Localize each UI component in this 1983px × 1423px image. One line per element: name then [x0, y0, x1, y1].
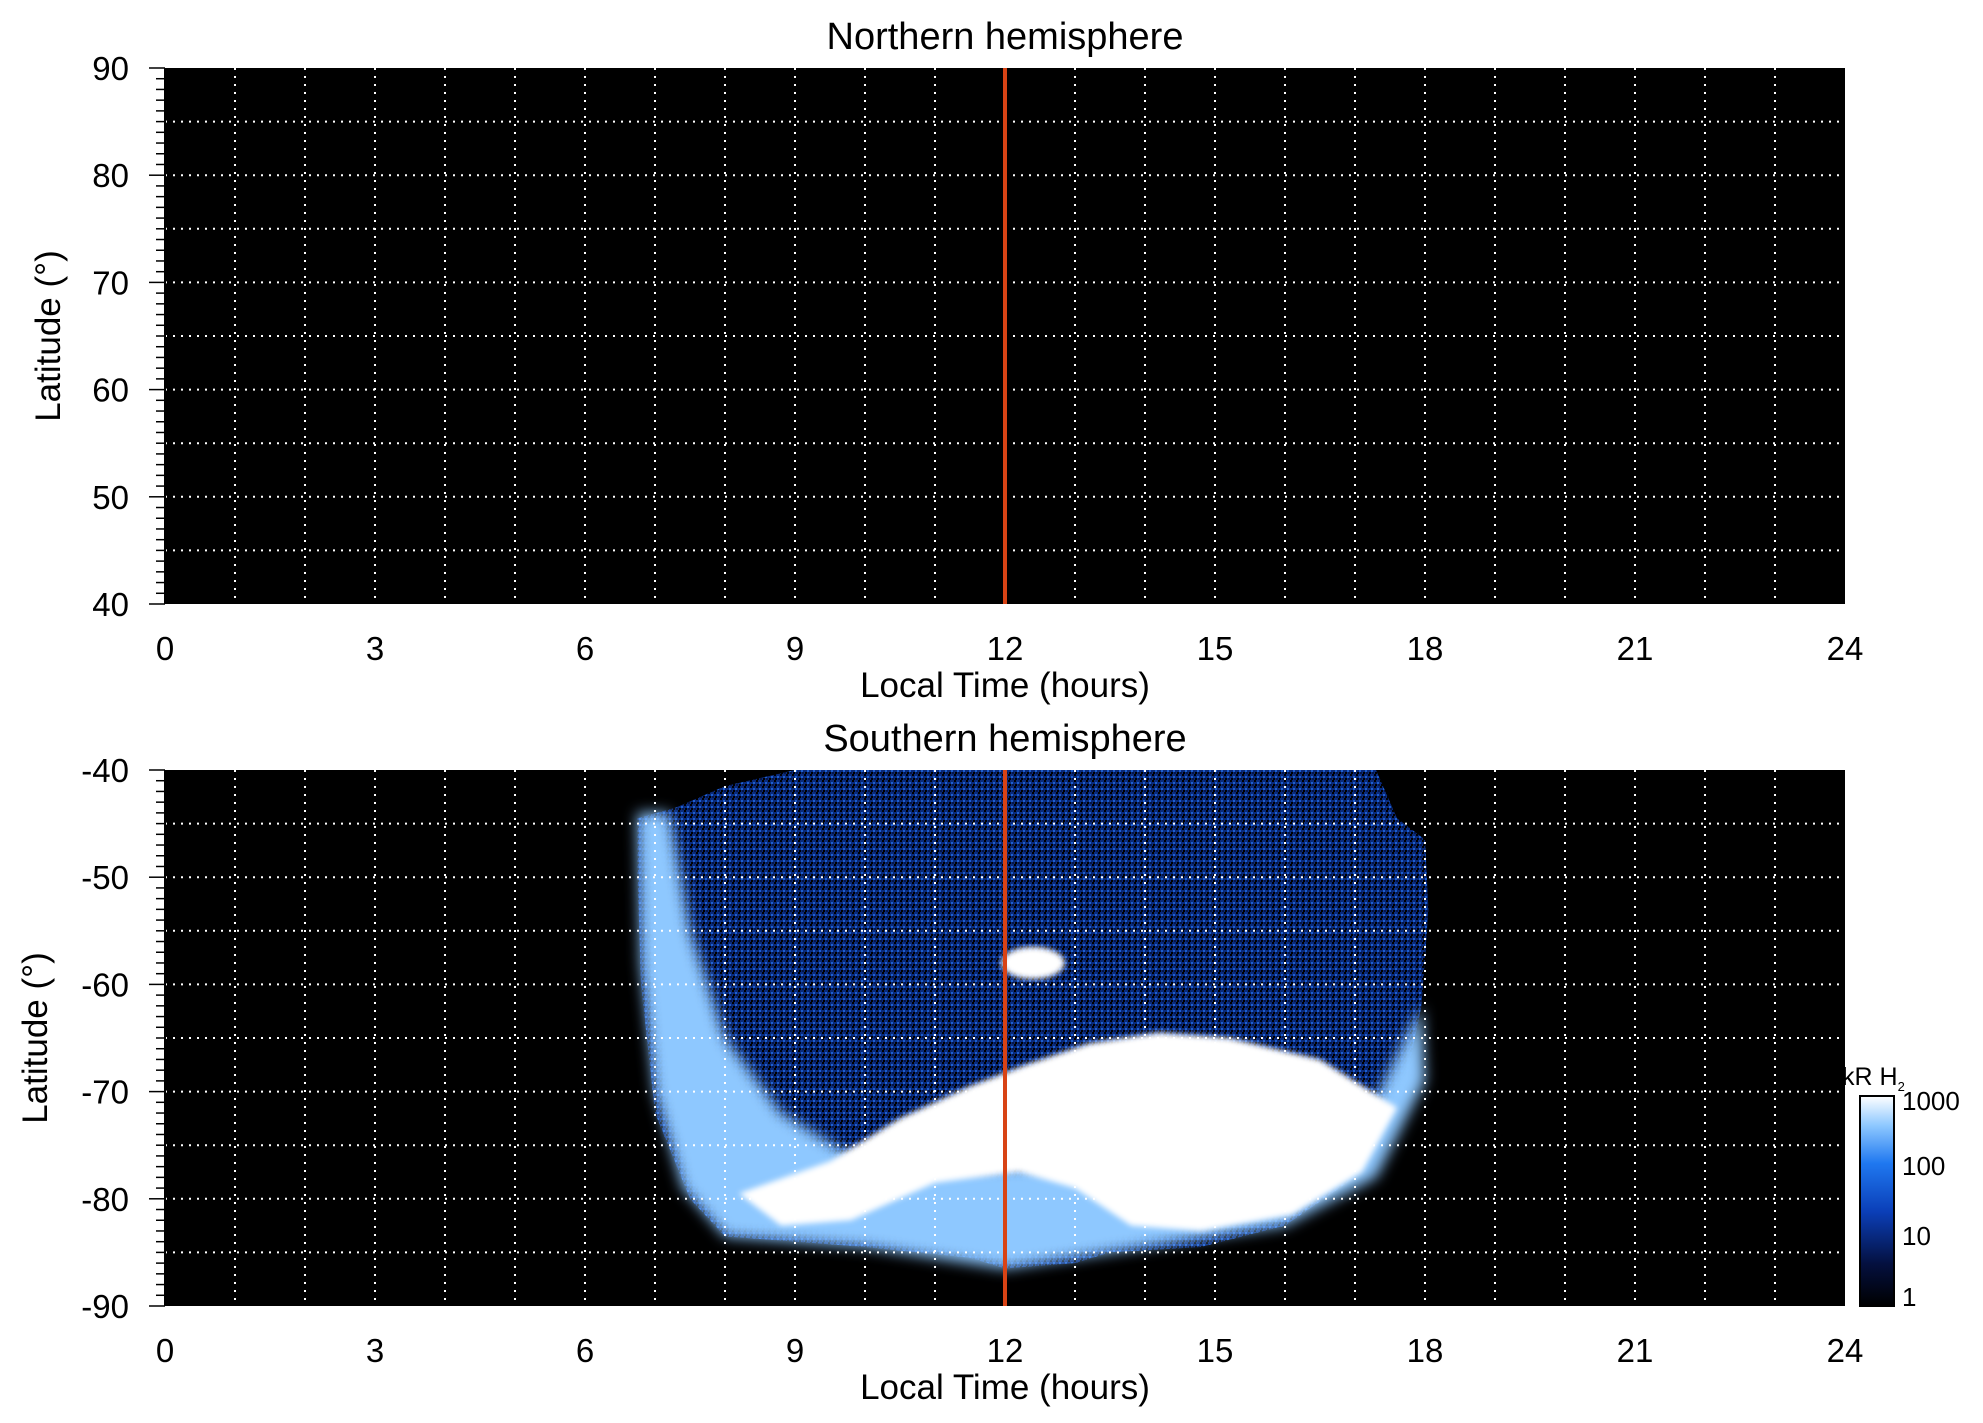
panel-title: Northern hemisphere: [827, 16, 1184, 58]
y-tick-label: -90: [81, 1288, 129, 1325]
y-axis-label: Latitude (°): [29, 250, 68, 422]
colorbar: kR H2 1000 100 10 1: [1842, 1063, 1960, 1312]
x-axis-label: Local Time (hours): [860, 666, 1150, 705]
x-tick-label: 3: [366, 1332, 384, 1369]
x-tick-label: 15: [1197, 630, 1234, 667]
minor-tick-marks: [149, 769, 166, 1307]
x-axis-label: Local Time (hours): [860, 1368, 1150, 1407]
x-tick-label: 3: [366, 630, 384, 667]
x-tick-label: 12: [987, 630, 1024, 667]
colorbar-gradient: [1859, 1095, 1895, 1307]
y-tick-label: -60: [81, 966, 129, 1003]
y-tick-label: -70: [81, 1074, 129, 1111]
x-tick-label: 18: [1407, 630, 1444, 667]
y-tick-label: -80: [81, 1181, 129, 1218]
x-tick-label: 21: [1617, 1332, 1654, 1369]
y-tick-label: 70: [92, 264, 129, 301]
x-tick-labels: 0 3 6 9 12 15 18 21 24: [156, 1332, 1864, 1369]
y-tick-label: -50: [81, 859, 129, 896]
colorbar-tick-label: 1000: [1902, 1086, 1960, 1116]
colorbar-label: kR H2: [1842, 1063, 1905, 1094]
y-tick-label: -40: [81, 752, 129, 789]
y-tick-label: 50: [92, 479, 129, 516]
x-tick-label: 24: [1827, 1332, 1864, 1369]
x-tick-label: 0: [156, 630, 174, 667]
colorbar-tick-label: 10: [1902, 1221, 1931, 1251]
y-tick-label: 60: [92, 372, 129, 409]
colorbar-tick-labels: 1000 100 10 1: [1902, 1086, 1960, 1312]
x-tick-label: 18: [1407, 1332, 1444, 1369]
panel-title: Southern hemisphere: [823, 718, 1186, 760]
colorbar-tick-label: 1: [1902, 1282, 1916, 1312]
northern-hemisphere-panel: Northern hemisphere 0 3 6 9 12 15 18 21 24 40 50 6…: [29, 16, 1863, 705]
y-tick-label: 90: [92, 50, 129, 87]
x-tick-label: 21: [1617, 630, 1654, 667]
x-tick-label: 6: [576, 1332, 594, 1369]
emission-spot: [1001, 946, 1065, 980]
emission-layer: [637, 770, 1429, 1269]
x-tick-label: 24: [1827, 630, 1864, 667]
y-tick-labels: -40 -50 -60 -70 -80 -90: [81, 752, 129, 1325]
x-tick-labels: 0 3 6 9 12 15 18 21 24: [156, 630, 1864, 667]
x-tick-label: 15: [1197, 1332, 1234, 1369]
x-tick-label: 6: [576, 630, 594, 667]
x-tick-label: 0: [156, 1332, 174, 1369]
y-tick-label: 80: [92, 157, 129, 194]
x-tick-label: 9: [786, 1332, 804, 1369]
southern-hemisphere-panel: Southern hemisphere 0 3 6 9 12 15 18 21 24 -40 -5…: [16, 718, 1863, 1407]
emission-region: [739, 1032, 1397, 1231]
x-tick-label: 12: [987, 1332, 1024, 1369]
y-tick-labels: 40 50 60 70 80 90: [92, 50, 129, 623]
colorbar-tick-label: 100: [1902, 1151, 1945, 1181]
x-tick-label: 9: [786, 630, 804, 667]
minor-tick-marks: [149, 67, 166, 605]
y-axis-label: Latitude (°): [16, 952, 55, 1124]
y-tick-label: 40: [92, 586, 129, 623]
